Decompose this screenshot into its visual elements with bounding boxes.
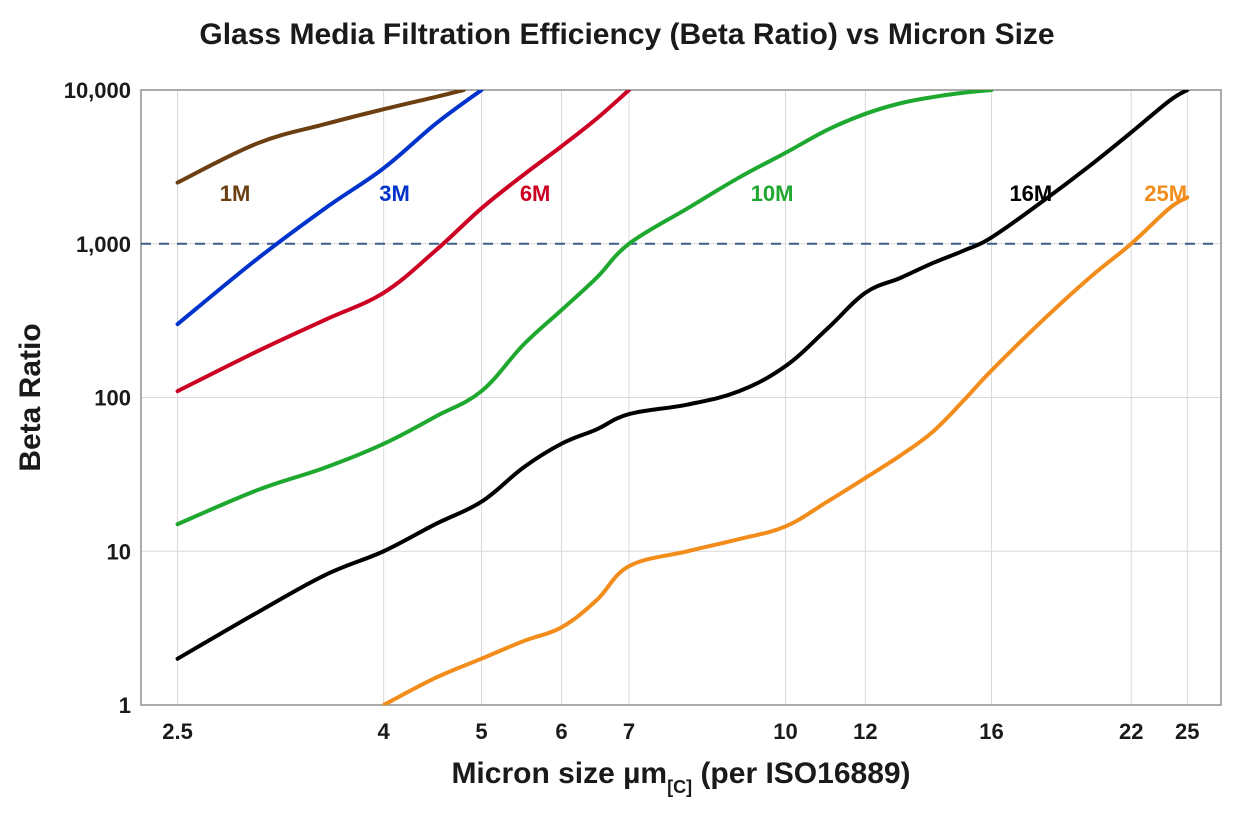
y-tick-label: 1	[119, 693, 131, 718]
y-tick-label: 100	[94, 386, 131, 411]
x-tick-label: 12	[853, 719, 877, 744]
x-tick-label: 7	[623, 719, 635, 744]
chart-title: Glass Media Filtration Efficiency (Beta …	[199, 18, 1054, 51]
chart-container: Glass Media Filtration Efficiency (Beta …	[0, 0, 1254, 819]
series-label-16M: 16M	[1009, 181, 1052, 206]
x-tick-label: 4	[378, 719, 391, 744]
x-tick-label: 2.5	[162, 719, 193, 744]
y-axis-label: Beta Ratio	[14, 323, 47, 471]
x-tick-label: 16	[979, 719, 1003, 744]
x-tick-label: 6	[555, 719, 567, 744]
x-tick-label: 22	[1119, 719, 1143, 744]
series-label-1M: 1M	[220, 181, 251, 206]
y-tick-label: 10	[107, 539, 131, 564]
x-tick-label: 25	[1175, 719, 1199, 744]
x-tick-label: 10	[773, 719, 797, 744]
x-tick-label: 5	[475, 719, 487, 744]
series-label-6M: 6M	[520, 181, 551, 206]
y-tick-label: 1,000	[76, 232, 131, 257]
y-tick-label: 10,000	[64, 78, 131, 103]
series-label-3M: 3M	[379, 181, 410, 206]
series-label-10M: 10M	[751, 181, 794, 206]
line-chart: Glass Media Filtration Efficiency (Beta …	[0, 0, 1254, 819]
series-label-25M: 25M	[1144, 181, 1187, 206]
